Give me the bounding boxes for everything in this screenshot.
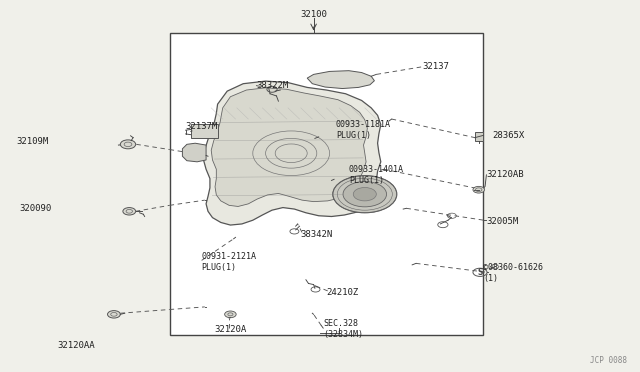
Text: 24210Z: 24210Z	[326, 288, 358, 296]
Text: 38342N: 38342N	[301, 230, 333, 239]
Text: 32137M: 32137M	[186, 122, 218, 131]
Circle shape	[123, 208, 136, 215]
Polygon shape	[211, 88, 367, 206]
Text: 32120A: 32120A	[214, 325, 246, 334]
Text: 32120AA: 32120AA	[58, 341, 95, 350]
Circle shape	[473, 186, 484, 193]
FancyBboxPatch shape	[191, 124, 218, 138]
Circle shape	[343, 182, 387, 207]
Text: 00933-1181A
PLUG(1): 00933-1181A PLUG(1)	[336, 120, 391, 140]
Text: SEC.328
(32834M): SEC.328 (32834M)	[323, 319, 364, 339]
Text: 32100: 32100	[300, 10, 327, 19]
Bar	[170, 33, 483, 335]
Text: 32005M: 32005M	[486, 217, 518, 226]
Text: 00931-2121A
PLUG(1): 00931-2121A PLUG(1)	[202, 252, 257, 272]
Circle shape	[353, 187, 376, 201]
Text: 28365X: 28365X	[493, 131, 525, 140]
Text: 32109M: 32109M	[16, 137, 48, 146]
Polygon shape	[307, 71, 374, 89]
Text: S: S	[477, 268, 483, 277]
Bar	[475, 132, 483, 141]
Text: ©08360-61626
(1): ©08360-61626 (1)	[483, 263, 543, 283]
Text: 32120AB: 32120AB	[486, 170, 524, 179]
Polygon shape	[182, 143, 206, 162]
Text: JCP 0088: JCP 0088	[590, 356, 627, 365]
Circle shape	[333, 176, 397, 213]
Circle shape	[108, 311, 120, 318]
Polygon shape	[204, 81, 381, 225]
Circle shape	[120, 140, 136, 149]
Text: 320090: 320090	[19, 204, 51, 213]
Text: 00933-1401A
PLUG(1): 00933-1401A PLUG(1)	[349, 165, 404, 185]
Text: 32137: 32137	[422, 62, 449, 71]
Text: 38322M: 38322M	[256, 81, 288, 90]
Circle shape	[225, 311, 236, 318]
